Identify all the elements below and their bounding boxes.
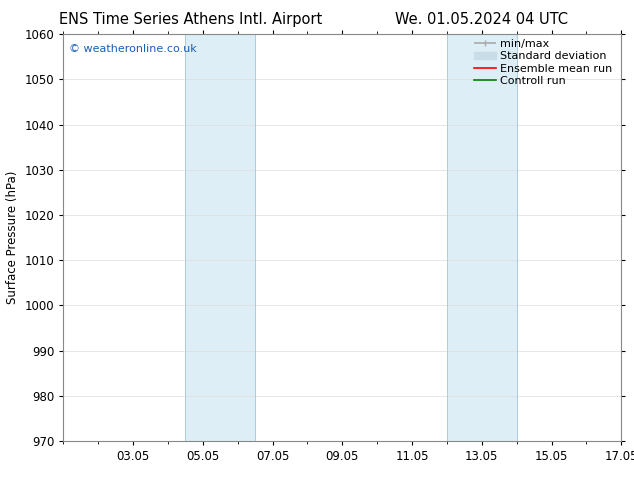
Legend: min/max, Standard deviation, Ensemble mean run, Controll run: min/max, Standard deviation, Ensemble me… xyxy=(470,36,616,89)
Bar xyxy=(447,34,517,441)
Text: We. 01.05.2024 04 UTC: We. 01.05.2024 04 UTC xyxy=(396,12,568,27)
Text: © weatheronline.co.uk: © weatheronline.co.uk xyxy=(69,45,197,54)
Text: ENS Time Series Athens Intl. Airport: ENS Time Series Athens Intl. Airport xyxy=(58,12,322,27)
Y-axis label: Surface Pressure (hPa): Surface Pressure (hPa) xyxy=(6,171,19,304)
Bar xyxy=(185,34,255,441)
